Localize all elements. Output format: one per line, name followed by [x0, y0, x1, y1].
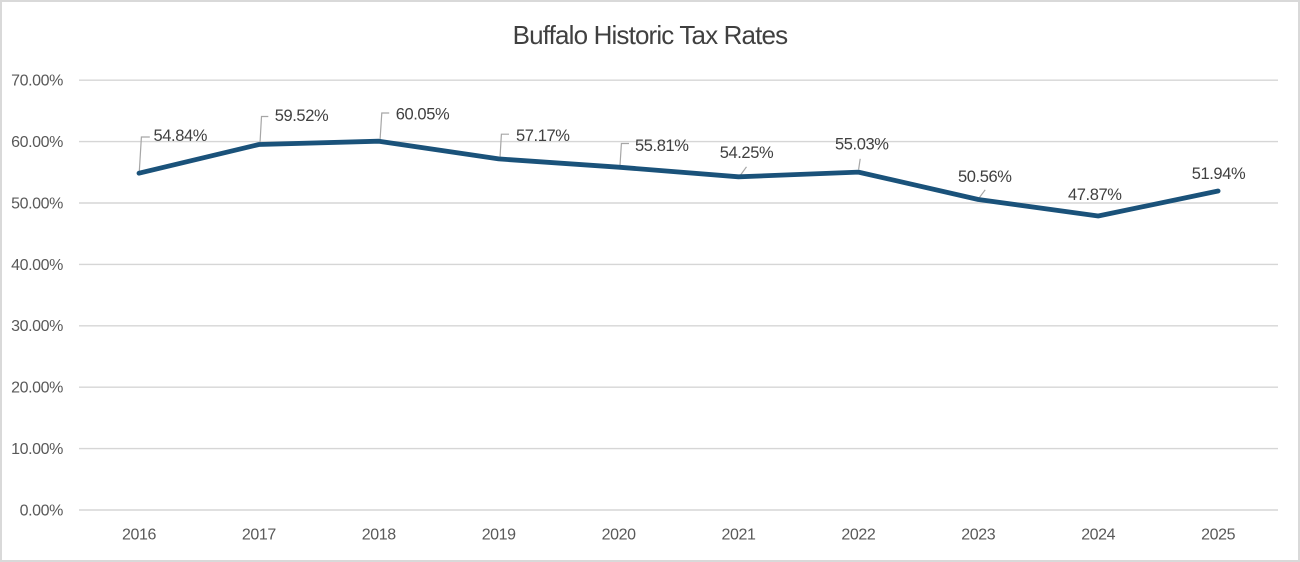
svg-text:2023: 2023: [961, 527, 995, 544]
svg-text:60.00%: 60.00%: [11, 134, 63, 151]
svg-text:40.00%: 40.00%: [11, 257, 63, 274]
svg-text:55.81%: 55.81%: [635, 137, 689, 155]
svg-text:0.00%: 0.00%: [20, 502, 64, 519]
svg-text:54.25%: 54.25%: [720, 144, 774, 162]
svg-text:60.05%: 60.05%: [396, 105, 450, 123]
svg-text:2022: 2022: [841, 527, 875, 544]
svg-text:2025: 2025: [1201, 527, 1235, 544]
svg-text:2019: 2019: [482, 527, 516, 544]
svg-text:2024: 2024: [1081, 527, 1115, 544]
svg-text:54.84%: 54.84%: [154, 127, 208, 145]
svg-text:50.56%: 50.56%: [958, 168, 1012, 186]
svg-text:2020: 2020: [602, 527, 636, 544]
svg-text:2017: 2017: [242, 527, 276, 544]
svg-text:70.00%: 70.00%: [11, 73, 63, 90]
svg-text:2021: 2021: [722, 527, 756, 544]
svg-text:59.52%: 59.52%: [275, 107, 329, 125]
svg-text:47.87%: 47.87%: [1068, 186, 1122, 204]
svg-text:55.03%: 55.03%: [835, 136, 889, 154]
svg-text:51.94%: 51.94%: [1192, 165, 1246, 183]
svg-text:30.00%: 30.00%: [11, 318, 63, 335]
svg-text:2016: 2016: [122, 527, 156, 544]
svg-text:50.00%: 50.00%: [11, 195, 63, 212]
svg-text:10.00%: 10.00%: [11, 441, 63, 458]
svg-text:57.17%: 57.17%: [516, 127, 570, 145]
svg-text:20.00%: 20.00%: [11, 380, 63, 397]
svg-text:2018: 2018: [362, 527, 396, 544]
svg-text:Buffalo Historic Tax Rates: Buffalo Historic Tax Rates: [513, 20, 788, 50]
